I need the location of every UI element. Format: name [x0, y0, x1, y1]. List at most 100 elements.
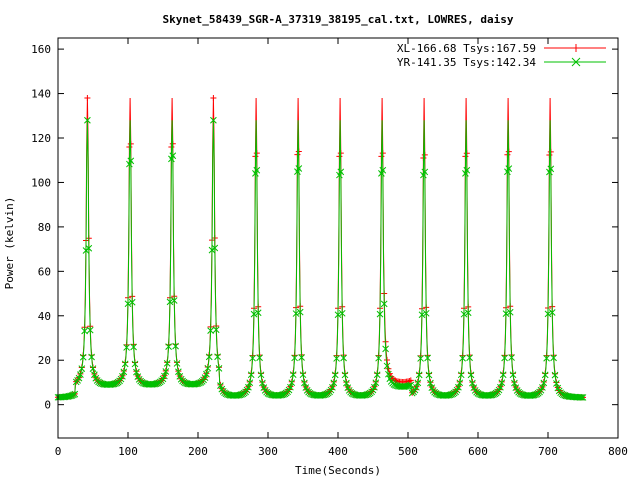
data-point-yr	[131, 360, 139, 368]
data-point-yr	[331, 371, 339, 379]
data-point-xl	[210, 95, 217, 101]
x-tick-label: 100	[118, 445, 138, 458]
data-point-yr	[210, 116, 217, 124]
data-point-yr	[380, 300, 388, 308]
x-tick-label: 600	[468, 445, 488, 458]
data-point-yr	[406, 382, 413, 389]
data-point-yr	[337, 168, 345, 176]
data-point-yr	[257, 371, 265, 379]
data-point-yr	[379, 166, 387, 174]
data-point-yr	[456, 379, 464, 387]
data-point-yr	[292, 310, 300, 317]
series-yr-line	[54, 116, 587, 401]
x-axis-label: Time(Seconds)	[295, 464, 381, 477]
data-point-yr	[301, 379, 308, 387]
data-point-yr	[123, 344, 130, 351]
data-point-yr	[161, 372, 168, 380]
data-point-yr	[120, 368, 128, 376]
data-point-yr	[204, 364, 212, 372]
data-point-yr	[502, 310, 510, 317]
data-point-yr	[511, 379, 518, 387]
data-point-yr	[457, 371, 465, 379]
data-point-yr	[330, 379, 338, 387]
data-point-yr	[211, 244, 219, 252]
data-point-yr	[499, 371, 507, 379]
data-point-yr	[299, 371, 307, 379]
legend-label-xl: XL-166.68 Tsys:167.59	[397, 42, 536, 55]
data-point-yr	[413, 383, 420, 391]
data-point-yr	[259, 379, 266, 387]
data-point-yr	[417, 355, 424, 362]
data-point-yr	[425, 371, 433, 379]
data-point-yr	[89, 365, 97, 373]
data-point-yr	[128, 298, 136, 306]
data-point-yr	[245, 383, 252, 391]
data-point-yr	[372, 379, 380, 387]
data-point-yr	[463, 166, 471, 174]
data-point-yr	[86, 326, 94, 334]
data-point-yr	[548, 309, 556, 316]
data-point-yr	[427, 379, 434, 387]
data-point-yr	[212, 326, 220, 334]
data-point-yr	[165, 343, 172, 350]
data-point-yr	[207, 327, 214, 334]
data-point-yr	[464, 309, 472, 317]
data-point-yr	[127, 157, 135, 165]
data-point-yr	[214, 353, 221, 361]
data-point-yr	[341, 371, 349, 379]
y-axis-label: Power (kelvin)	[3, 197, 16, 290]
data-point-yr	[469, 379, 476, 387]
y-tick-label: 20	[38, 354, 51, 367]
legend-marker-yr	[571, 57, 581, 67]
y-tick-label: 100	[31, 176, 51, 189]
data-point-yr	[505, 165, 513, 172]
chart-title: Skynet_58439_SGR-A_37319_38195_cal.txt, …	[163, 13, 514, 26]
legend: XL-166.68 Tsys:167.59 YR-141.35 Tsys:142…	[397, 42, 606, 69]
data-point-yr	[407, 381, 415, 389]
data-point-yr	[424, 354, 431, 362]
data-point-yr	[172, 342, 179, 350]
data-point-yr	[175, 368, 182, 376]
data-point-yr	[254, 309, 262, 317]
data-point-yr	[415, 371, 423, 379]
data-point-yr	[376, 310, 384, 318]
data-point-yr	[547, 165, 555, 173]
data-point-yr	[287, 383, 294, 391]
data-point-yr	[71, 390, 79, 398]
data-point-yr	[371, 383, 378, 391]
data-point-yr	[79, 353, 87, 361]
data-point-yr	[421, 168, 429, 176]
data-point-yr	[169, 152, 177, 160]
data-point-yr	[340, 354, 347, 362]
data-point-yr	[501, 354, 508, 362]
plot-area	[54, 95, 587, 401]
data-point-yr	[506, 308, 514, 316]
data-point-yr	[540, 379, 548, 387]
data-point-yr	[253, 166, 261, 174]
x-axis: 0 100 200 300 400 500 600 700 800	[55, 38, 628, 458]
data-point-yr	[541, 371, 549, 379]
y-tick-label: 60	[38, 265, 51, 278]
data-point-yr	[343, 379, 350, 387]
data-point-yr	[133, 368, 140, 376]
x-tick-label: 200	[188, 445, 208, 458]
data-point-yr	[539, 384, 546, 391]
data-point-yr	[579, 394, 587, 401]
data-point-yr	[295, 165, 303, 172]
data-point-yr	[578, 394, 585, 401]
data-point-xl	[84, 95, 91, 101]
data-point-yr	[289, 371, 297, 378]
data-point-yr	[296, 308, 304, 316]
data-point-yr	[459, 354, 466, 362]
data-point-yr	[333, 355, 340, 362]
data-point-yr	[217, 382, 224, 389]
data-point-yr	[77, 371, 84, 378]
data-point-yr	[466, 354, 473, 362]
data-point-yr	[205, 353, 213, 361]
data-point-yr	[119, 372, 126, 380]
data-point-yr	[170, 297, 178, 304]
data-point-yr	[124, 300, 132, 308]
y-tick-label: 40	[38, 310, 51, 323]
y-tick-label: 0	[44, 399, 51, 412]
